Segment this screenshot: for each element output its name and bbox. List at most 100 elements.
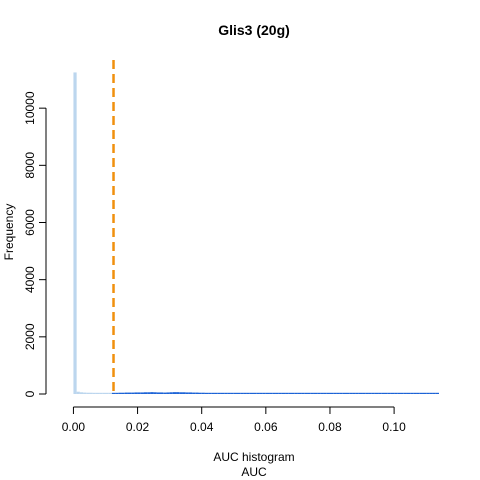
histogram-bar <box>400 392 404 394</box>
histogram-bar <box>160 392 164 394</box>
histogram-bar <box>227 392 231 394</box>
histogram-bar <box>294 392 298 394</box>
histogram-bar <box>262 392 266 394</box>
histogram-bar <box>310 392 314 394</box>
histogram-bar <box>342 392 347 394</box>
histogram-bar <box>233 392 237 394</box>
x-axis-sublabel: AUC <box>241 465 267 479</box>
histogram-bar <box>378 392 382 394</box>
histogram-bar <box>243 392 247 394</box>
y-tick-label: 6000 <box>23 209 37 236</box>
histogram-bar <box>131 392 135 394</box>
histogram-bar <box>272 392 276 394</box>
histogram-bar <box>397 392 401 394</box>
histogram-bar <box>265 392 270 394</box>
histogram-bar <box>336 392 340 394</box>
histogram-bar <box>432 392 436 394</box>
histogram-bar <box>166 392 170 394</box>
x-tick-label: 0.04 <box>190 420 214 434</box>
histogram-bar <box>403 392 407 394</box>
histogram-bar <box>288 392 292 394</box>
histogram-bar <box>358 392 363 394</box>
histogram-bar <box>429 392 433 394</box>
histogram-bar <box>275 392 279 394</box>
histogram-bar <box>297 392 302 394</box>
histogram-bar <box>317 392 321 394</box>
histogram-bar <box>301 392 305 394</box>
x-axis: 0.00 0.02 0.04 0.06 0.08 0.10 <box>62 406 406 434</box>
x-axis-label: AUC histogram <box>213 450 294 464</box>
histogram-bar <box>346 392 350 394</box>
histogram-bar <box>224 392 228 394</box>
histogram-bar <box>137 392 141 394</box>
histogram-bar <box>253 392 257 394</box>
histogram-bar <box>147 392 151 394</box>
histogram-bar <box>105 392 109 394</box>
histogram-bar <box>339 392 343 394</box>
y-axis-label: Frequency <box>2 204 16 261</box>
x-tick-label: 0.02 <box>126 420 150 434</box>
histogram-bar <box>86 392 90 394</box>
histogram-bar <box>333 392 337 394</box>
histogram-bar <box>422 392 427 394</box>
histogram-bar <box>381 392 385 394</box>
histogram-bar <box>134 392 138 394</box>
histogram-bar <box>278 392 282 394</box>
histogram-bar <box>410 392 414 394</box>
histogram-bar <box>214 392 218 394</box>
histogram-bar <box>150 392 154 394</box>
histogram-bar <box>118 392 122 394</box>
histogram-bar <box>269 392 273 394</box>
histogram-bar <box>230 392 234 394</box>
histogram-bar <box>291 392 295 394</box>
histogram-bar <box>352 392 356 394</box>
histogram-bar <box>204 392 209 394</box>
histogram-bar <box>153 392 157 394</box>
histogram-bar <box>163 392 167 394</box>
histogram-bar <box>326 392 330 394</box>
histogram-bar <box>365 392 369 394</box>
x-tick-label: 0.06 <box>254 420 278 434</box>
histogram-bar <box>394 392 398 394</box>
histogram-bar <box>179 392 183 394</box>
histogram-bar <box>236 392 241 394</box>
y-tick-label: 0 <box>23 390 37 397</box>
histogram-bar <box>185 392 189 394</box>
histogram-bar <box>285 392 289 394</box>
histogram-bar <box>115 392 119 394</box>
histogram-bar <box>349 392 353 394</box>
histogram-bar <box>246 392 250 394</box>
histogram-bar <box>259 392 263 394</box>
histogram-bar <box>92 392 96 394</box>
histogram-bar <box>384 392 388 394</box>
histogram-bar <box>329 392 334 394</box>
x-tick-label: 0.08 <box>318 420 342 434</box>
histogram-bar <box>240 392 244 394</box>
histogram-bar <box>140 392 144 394</box>
histogram-bar <box>76 391 80 394</box>
y-tick-label: 4000 <box>23 266 37 293</box>
histogram-bar <box>192 392 196 394</box>
histogram-bar <box>304 392 308 394</box>
histogram-bar <box>89 392 93 394</box>
histogram-bar <box>390 392 395 394</box>
histogram-bar <box>172 392 177 394</box>
histogram-bars <box>73 72 439 395</box>
histogram-bar <box>413 392 417 394</box>
histogram-bar <box>249 392 254 394</box>
y-tick-label: 10000 <box>23 91 37 125</box>
histogram-bar <box>256 392 260 394</box>
histogram-bar <box>169 392 173 394</box>
histogram-bar <box>127 392 132 394</box>
histogram-bar <box>371 392 375 394</box>
histogram-bar <box>95 392 100 394</box>
histogram-bar <box>307 392 311 394</box>
histogram-bar <box>217 392 221 394</box>
histogram-bar <box>355 392 359 394</box>
x-tick-label: 0.00 <box>62 420 86 434</box>
histogram-bar <box>313 392 318 394</box>
y-tick-label: 2000 <box>23 323 37 350</box>
histogram-bar <box>416 392 420 394</box>
histogram-bar <box>198 392 202 394</box>
